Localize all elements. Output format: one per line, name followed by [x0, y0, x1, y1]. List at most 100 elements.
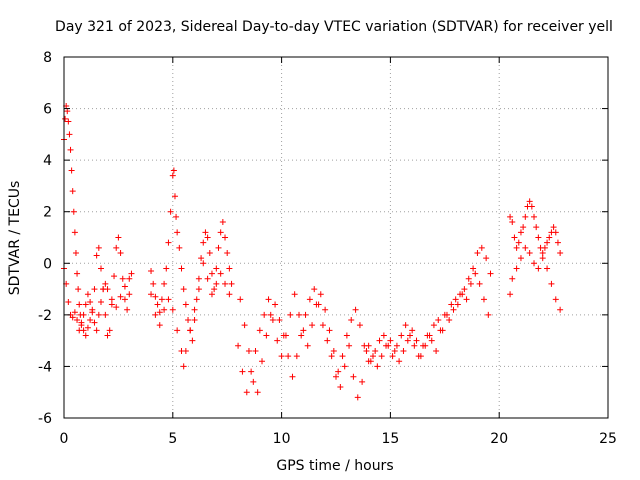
x-tick-label: 0 [60, 431, 69, 447]
data-point [113, 244, 120, 251]
data-point [237, 296, 244, 303]
data-point [463, 296, 470, 303]
data-point [158, 296, 165, 303]
data-point [359, 378, 366, 385]
data-point [87, 317, 94, 324]
data-point [228, 280, 235, 287]
data-point [465, 275, 472, 282]
data-point [402, 322, 409, 329]
data-point [148, 268, 155, 275]
data-point [76, 327, 83, 334]
data-point [239, 368, 246, 375]
data-point [182, 347, 189, 354]
x-tick-label: 20 [490, 431, 508, 447]
data-point [243, 389, 250, 396]
data-point [74, 270, 81, 277]
data-point [335, 368, 342, 375]
data-point [84, 324, 91, 331]
data-point [280, 332, 287, 339]
y-axis-ticks: -6 -4 -2 0 2 4 6 8 [38, 50, 608, 427]
data-point [126, 291, 133, 298]
data-point [170, 167, 177, 174]
data-point [254, 389, 261, 396]
data-point [165, 296, 172, 303]
data-point [113, 304, 120, 311]
data-point [448, 301, 455, 308]
data-point [544, 265, 551, 272]
data-point [513, 265, 520, 272]
data-point [367, 358, 374, 365]
data-point [287, 311, 294, 318]
data-point [513, 244, 520, 251]
y-tick-label: 4 [43, 153, 52, 169]
data-point [535, 234, 542, 241]
data-points [61, 102, 564, 401]
data-point [267, 311, 274, 318]
data-point [102, 311, 109, 318]
data-point [517, 229, 524, 236]
data-point [208, 270, 215, 277]
data-point [108, 301, 115, 308]
data-point [87, 298, 94, 305]
y-tick-label: -6 [38, 411, 52, 427]
data-point [70, 208, 77, 215]
data-point [333, 373, 339, 380]
data-point [69, 188, 76, 195]
data-point [69, 314, 76, 321]
data-point [428, 337, 435, 344]
data-point [64, 108, 71, 115]
data-point [300, 327, 307, 334]
data-point [91, 286, 98, 293]
data-point [111, 273, 118, 280]
data-point [104, 332, 111, 339]
data-point [472, 270, 479, 277]
data-point [291, 291, 298, 298]
data-point [182, 301, 189, 308]
data-point [552, 229, 559, 236]
data-point [406, 332, 413, 339]
data-point [80, 311, 87, 318]
data-point [354, 394, 361, 401]
data-point [235, 342, 242, 349]
data-point [128, 270, 135, 277]
data-point [108, 296, 115, 303]
data-point [435, 317, 442, 324]
data-point [337, 384, 344, 391]
data-point [517, 255, 524, 262]
data-point [75, 286, 82, 293]
data-point [433, 347, 440, 354]
data-point [557, 249, 564, 256]
data-point [198, 255, 205, 262]
data-point [180, 286, 187, 293]
chart-title: Day 321 of 2023, Sidereal Day-to-day VTE… [55, 19, 613, 35]
data-point [169, 306, 176, 313]
data-point [446, 317, 453, 324]
data-point [93, 327, 100, 334]
data-point [189, 337, 196, 344]
data-point [544, 239, 551, 246]
data-point [374, 363, 381, 370]
data-point [191, 317, 198, 324]
data-point [341, 363, 348, 370]
data-point [352, 306, 359, 313]
data-point [193, 296, 200, 303]
data-point [195, 275, 202, 282]
data-point [68, 167, 75, 174]
data-point [306, 296, 313, 303]
data-point [200, 260, 207, 267]
data-point [522, 244, 529, 251]
data-point [396, 358, 403, 365]
data-point [380, 332, 387, 339]
data-point [450, 306, 457, 313]
data-point [187, 327, 194, 334]
data-point [515, 239, 522, 246]
data-point [152, 293, 159, 300]
data-point [330, 347, 337, 354]
data-point [72, 249, 79, 256]
data-point [173, 213, 180, 220]
data-point [552, 296, 559, 303]
data-point [95, 244, 102, 251]
data-point [274, 337, 281, 344]
x-tick-label: 5 [168, 431, 177, 447]
